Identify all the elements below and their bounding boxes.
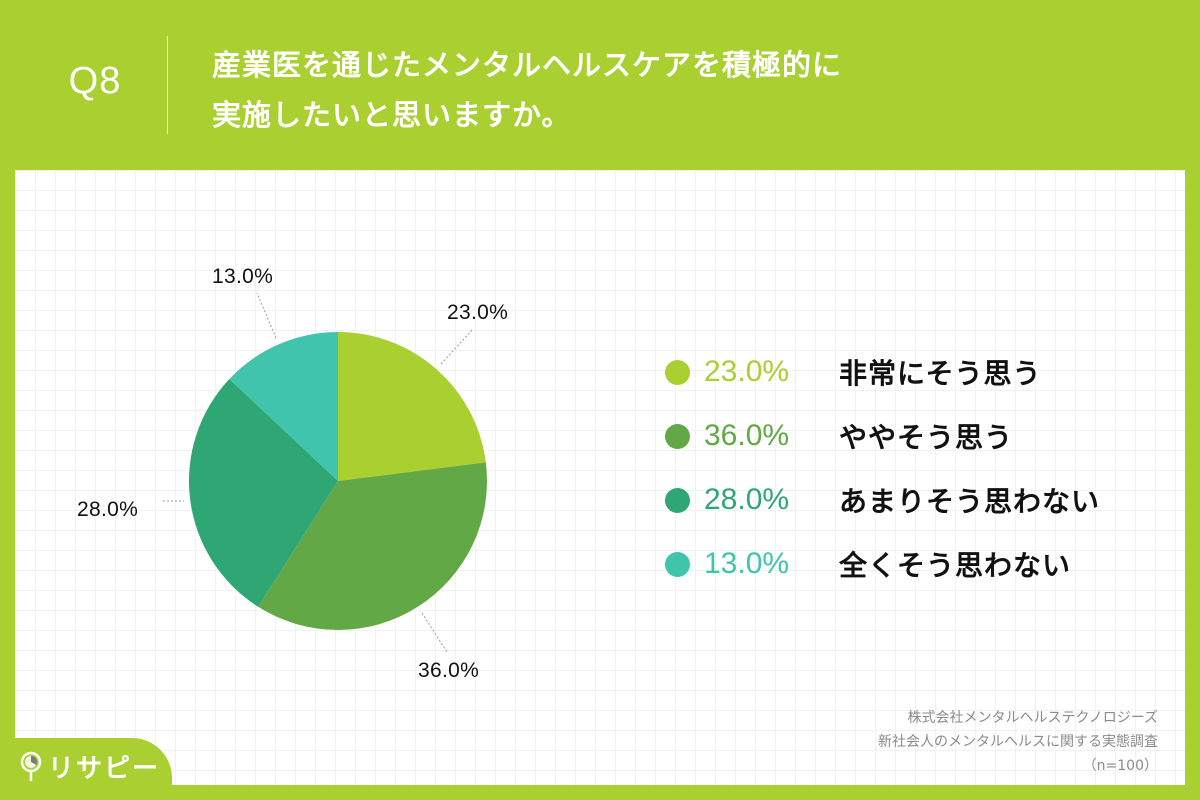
legend-item-somewhat-agree: 36.0% ややそう思う [665,404,1100,468]
legend-item-very-much-agree: 23.0% 非常にそう思う [665,340,1100,404]
source-survey-title: 新社会人のメンタルヘルスに関する実態調査 [878,734,1158,750]
pie-label-13: 13.0% [212,265,274,288]
legend-dot-icon [665,551,690,577]
legend-percent: 23.0% [704,355,790,388]
legend-dot-icon [665,359,690,385]
pie-label-23: 23.0% [447,301,509,324]
pie-label-36: 36.0% [418,659,480,682]
legend-percent: 28.0% [704,483,790,516]
legend-percent: 36.0% [704,419,790,452]
question-title-line-1: 産業医を通じたメンタルヘルスケアを積極的に [212,48,843,82]
header-divider [167,36,168,134]
legend-label: ややそう思う [839,421,1014,454]
leader-line-23 [440,329,473,365]
legend: 23.0% 非常にそう思う 36.0% ややそう思う 28.0% あまりそう思わ… [665,340,1100,596]
leader-lines [163,292,473,653]
legend-item-strongly-disagree: 13.0% 全くそう思わない [665,532,1100,596]
leader-line-36 [421,612,448,653]
pin-chart-icon [20,751,42,781]
legend-item-somewhat-disagree: 28.0% あまりそう思わない [665,468,1100,532]
pie-slice-somewhat-disagree [188,379,338,607]
source-sample-size: （n=100） [1082,758,1158,774]
pie-slices [188,332,487,631]
pie-slice-strongly-disagree [229,332,338,481]
question-number: Q8 [68,60,122,102]
pie-label-28: 28.0% [77,498,139,521]
legend-label: 全くそう思わない [839,549,1072,582]
pie-slice-somewhat-agree [258,462,487,631]
question-title-line-2: 実施したいと思いますか。 [212,98,572,132]
legend-dot-icon [665,487,690,513]
leader-line-13 [256,292,277,339]
pie-slice-very-much-agree [338,332,486,481]
source-note: 株式会社メンタルヘルステクノロジーズ 新社会人のメンタルヘルスに関する実態調査 … [878,706,1158,778]
legend-percent: 13.0% [704,547,790,580]
brand-logo: リサピー [20,748,160,785]
legend-dot-icon [665,423,690,449]
question-title: 産業医を通じたメンタルヘルスケアを積極的に 実施したいと思いますか。 [212,40,842,140]
source-company: 株式会社メンタルヘルステクノロジーズ [907,710,1158,726]
legend-label: 非常にそう思う [839,357,1042,390]
logo-text: リサピー [48,754,161,784]
legend-label: あまりそう思わない [839,485,1101,518]
